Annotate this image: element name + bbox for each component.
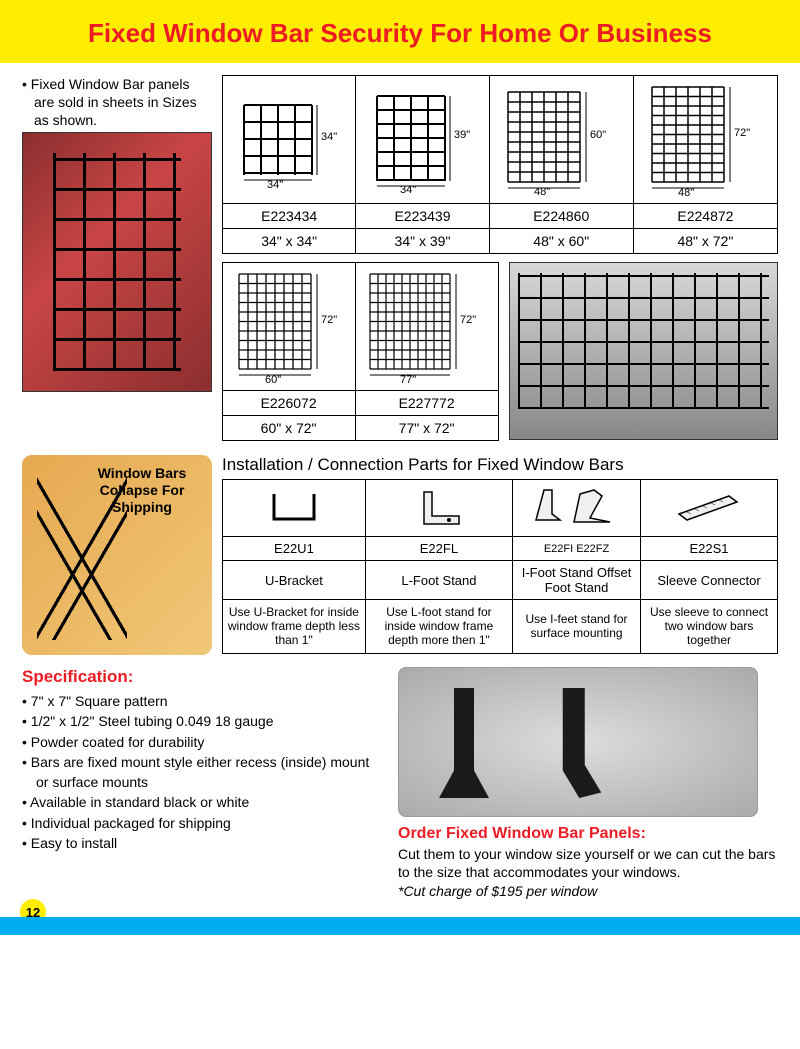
part-desc: Use sleeve to connect two window bars to… — [641, 600, 778, 654]
part-desc: Use L-foot stand for inside window frame… — [365, 600, 512, 654]
part-code: E22S1 — [641, 537, 778, 561]
content-area: Fixed Window Bar panels are sold in shee… — [0, 63, 800, 909]
order-title: Order Fixed Window Bar Panels: — [398, 825, 778, 843]
part-icon-cell — [641, 480, 778, 537]
u-bracket-icon — [259, 484, 329, 529]
size-dims: 34" x 34" — [223, 229, 356, 254]
svg-text:60": 60" — [590, 129, 606, 141]
part-icon-cell — [513, 480, 641, 537]
size-table-row2: 72"60" 72"77" E226072 E227772 60" x 72" … — [222, 262, 499, 441]
install-title: Installation / Connection Parts for Fixe… — [222, 455, 778, 475]
spec-item: Bars are fixed mount style either recess… — [22, 752, 382, 793]
spec-column: Specification: 7" x 7" Square pattern 1/… — [22, 667, 382, 899]
sleeve-icon — [669, 484, 749, 529]
svg-text:72": 72" — [321, 314, 337, 326]
grid-icon: 72"60" — [229, 269, 349, 384]
svg-text:34": 34" — [267, 179, 283, 190]
svg-text:72": 72" — [734, 127, 750, 139]
spec-item: Available in standard black or white — [22, 792, 382, 812]
size-code: E227772 — [355, 391, 498, 416]
part-desc: Use I-feet stand for surface mounting — [513, 600, 641, 654]
size-diagram-cell: 39"34" — [356, 76, 489, 204]
size-table-row1: 34" 34" 39"34" 60"48" 72"48" E223434 E223… — [222, 75, 778, 254]
size-dims: 48" x 72" — [633, 229, 777, 254]
install-row: Window Bars Collapse For Shipping Instal… — [22, 455, 778, 655]
part-code: E22FI E22FZ — [513, 537, 641, 561]
spec-list: 7" x 7" Square pattern 1/2" x 1/2" Steel… — [22, 691, 382, 853]
size-code: E224872 — [633, 204, 777, 229]
spec-item: 1/2" x 1/2" Steel tubing 0.049 18 gauge — [22, 711, 382, 731]
part-code: E22FL — [365, 537, 512, 561]
page-title: Fixed Window Bar Security For Home Or Bu… — [0, 18, 800, 49]
collapse-photo: Window Bars Collapse For Shipping — [22, 455, 212, 655]
size-diagram-cell: 72"77" — [355, 263, 498, 391]
size-code: E226072 — [222, 391, 355, 416]
spec-item: Easy to install — [22, 833, 382, 853]
intro-bullet: Fixed Window Bar panels are sold in shee… — [22, 75, 212, 130]
order-note: *Cut charge of $195 per window — [398, 883, 778, 899]
order-column: Order Fixed Window Bar Panels: Cut them … — [398, 667, 778, 899]
order-text: Cut them to your window size yourself or… — [398, 845, 778, 881]
part-icon-cell — [365, 480, 512, 537]
product-photo-feet — [398, 667, 758, 817]
catalog-page: Fixed Window Bar Security For Home Or Bu… — [0, 0, 800, 935]
header-band: Fixed Window Bar Security For Home Or Bu… — [0, 0, 800, 63]
i-foot-icon — [532, 484, 622, 529]
footer-band — [0, 917, 800, 935]
install-section: Installation / Connection Parts for Fixe… — [222, 455, 778, 655]
spec-item: 7" x 7" Square pattern — [22, 691, 382, 711]
mid-row: 72"60" 72"77" E226072 E227772 60" x 72" … — [22, 262, 778, 441]
l-foot-icon — [404, 484, 474, 529]
svg-text:34": 34" — [321, 131, 337, 143]
part-name: L-Foot Stand — [365, 561, 512, 600]
size-diagram-cell: 34" 34" — [223, 76, 356, 204]
part-icon-cell — [223, 480, 366, 537]
size-diagram-cell: 60"48" — [489, 76, 633, 204]
size-dims: 34" x 39" — [356, 229, 489, 254]
size-code: E223434 — [223, 204, 356, 229]
part-name: Sleeve Connector — [641, 561, 778, 600]
svg-text:72": 72" — [460, 314, 476, 326]
part-code: E22U1 — [223, 537, 366, 561]
collapse-label: Window Bars Collapse For Shipping — [82, 465, 202, 515]
size-dims: 48" x 60" — [489, 229, 633, 254]
size-diagram-cell: 72"60" — [222, 263, 355, 391]
grid-icon: 72"48" — [640, 82, 760, 197]
grid-icon: 34" 34" — [229, 90, 339, 190]
product-photo-window — [509, 262, 778, 440]
install-table: E22U1 E22FL E22FI E22FZ E22S1 U-Bracket … — [222, 479, 778, 654]
size-code: E223439 — [356, 204, 489, 229]
grid-icon: 39"34" — [362, 86, 472, 194]
part-name: U-Bracket — [223, 561, 366, 600]
spec-row: Specification: 7" x 7" Square pattern 1/… — [22, 667, 778, 899]
product-photo-door — [22, 132, 212, 392]
svg-text:39": 39" — [454, 129, 470, 141]
spec-item: Individual packaged for shipping — [22, 813, 382, 833]
spec-title: Specification: — [22, 667, 382, 687]
size-diagram-cell: 72"48" — [633, 76, 777, 204]
spec-item: Powder coated for durability — [22, 732, 382, 752]
size-dims: 77" x 72" — [355, 416, 498, 441]
grid-icon: 72"77" — [362, 269, 492, 384]
size-dims: 60" x 72" — [222, 416, 355, 441]
part-name: I-Foot Stand Offset Foot Stand — [513, 561, 641, 600]
grid-icon: 60"48" — [496, 84, 616, 196]
part-desc: Use U-Bracket for inside window frame de… — [223, 600, 366, 654]
size-code: E224860 — [489, 204, 633, 229]
